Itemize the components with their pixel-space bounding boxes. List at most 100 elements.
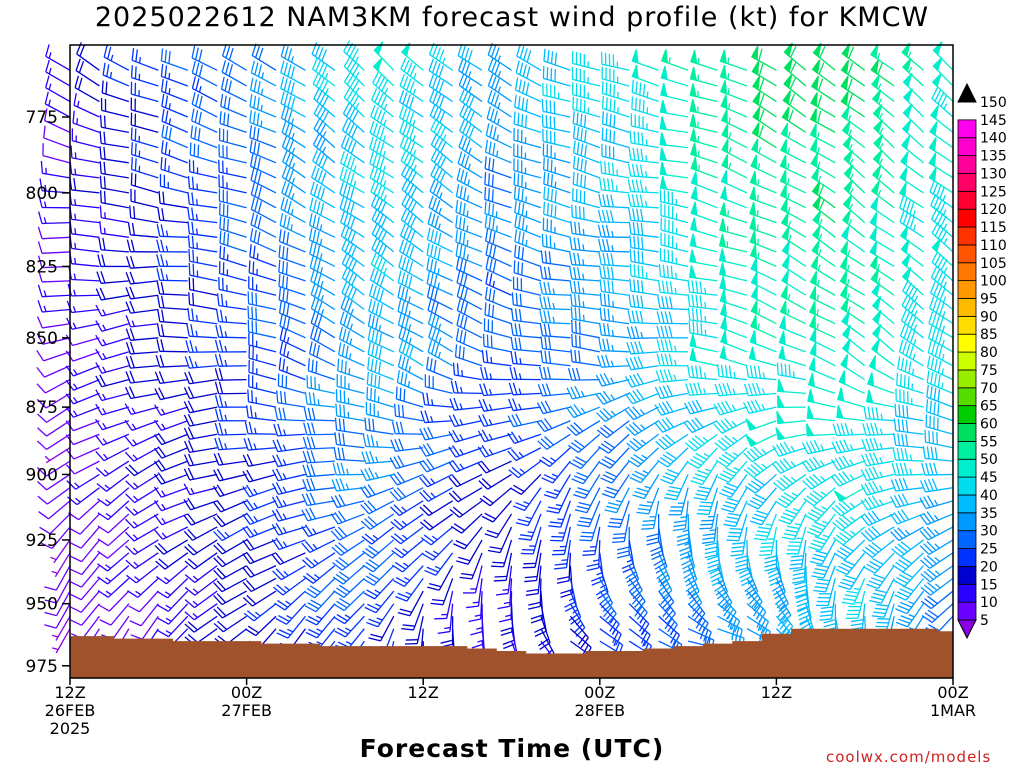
wind-barb — [125, 300, 159, 314]
y-tick-label: 800 — [26, 184, 58, 204]
colorbar-label: 135 — [980, 149, 1007, 165]
wind-barb — [366, 603, 395, 628]
wind-barb — [70, 603, 100, 626]
colorbar-label: 75 — [980, 363, 998, 379]
wind-barb — [369, 165, 395, 194]
wind-barb — [154, 539, 189, 555]
wind-barb — [810, 152, 836, 179]
wind-barb — [863, 552, 895, 574]
wind-barb — [687, 294, 718, 311]
wind-barb — [125, 539, 159, 556]
wind-barb — [833, 539, 866, 561]
colorbar-cell — [957, 155, 977, 174]
wind-barb — [452, 362, 483, 381]
wind-barb — [511, 292, 542, 311]
wind-barb — [572, 171, 601, 194]
wind-barb — [364, 590, 395, 614]
wind-barb — [570, 221, 600, 238]
wind-barb — [719, 218, 748, 238]
wind-barb — [689, 347, 718, 367]
wind-barb — [929, 121, 954, 149]
wind-barb — [783, 42, 807, 71]
wind-barb — [899, 195, 924, 224]
wind-barb — [871, 296, 895, 325]
wind-barb — [781, 240, 807, 267]
wind-barb — [891, 539, 924, 558]
wind-barb — [870, 180, 895, 209]
wind-barb — [65, 365, 100, 377]
wind-barb — [125, 473, 159, 490]
wind-barb — [513, 143, 542, 164]
wind-barb — [188, 277, 218, 296]
wind-barb — [247, 389, 277, 408]
wind-barb — [515, 60, 542, 87]
wind-barb — [514, 229, 542, 253]
wind-barb — [66, 473, 100, 490]
wind-barb — [395, 578, 424, 602]
wind-barb — [242, 577, 277, 592]
wind-barb — [870, 59, 895, 87]
wind-barb — [214, 381, 247, 395]
wind-barb — [430, 148, 454, 179]
wind-barb — [455, 328, 483, 353]
wind-barb — [274, 590, 306, 611]
wind-barb — [95, 447, 130, 462]
wind-barb — [597, 354, 630, 368]
colorbar-bottom-arrow — [957, 619, 977, 640]
wind-barb — [361, 450, 394, 465]
wind-barb — [249, 153, 277, 179]
wind-barb — [892, 447, 924, 462]
wind-barb — [419, 513, 454, 531]
colorbar-label: 15 — [980, 577, 998, 593]
wind-barb — [713, 400, 748, 416]
wind-barb — [751, 60, 777, 87]
wind-barb — [424, 552, 454, 576]
wind-barb — [873, 134, 895, 164]
wind-barb — [656, 447, 689, 468]
wind-barb — [449, 397, 483, 411]
wind-barb — [659, 116, 689, 134]
colorbar-cell — [957, 458, 977, 478]
wind-barb — [99, 221, 129, 238]
wind-barb — [491, 539, 513, 568]
wind-barb — [65, 379, 100, 391]
wind-barb — [339, 181, 365, 209]
wind-barb — [483, 318, 512, 339]
wind-barb — [366, 386, 394, 408]
wind-barb — [184, 590, 218, 609]
wind-barb — [628, 603, 650, 635]
wind-barb — [628, 294, 659, 311]
wind-barb — [99, 161, 129, 179]
wind-barb — [125, 341, 159, 355]
wind-barb — [36, 379, 71, 394]
wind-barb — [457, 151, 483, 179]
wind-barb — [271, 509, 306, 522]
wind-barb — [919, 539, 954, 556]
wind-barb — [777, 395, 806, 408]
wind-barb — [426, 284, 453, 311]
colorbar-cell — [957, 208, 977, 228]
wind-barb — [389, 471, 424, 486]
wind-barb — [191, 60, 218, 87]
wind-barb — [541, 114, 571, 134]
wind-barb — [44, 565, 71, 591]
wind-barb — [809, 328, 836, 353]
wind-barb — [524, 552, 542, 583]
wind-barb — [721, 123, 748, 149]
wind-barb — [518, 513, 542, 541]
wind-barb — [484, 286, 512, 311]
wind-barb — [871, 74, 895, 103]
wind-barb — [38, 500, 71, 520]
wind-barb — [926, 370, 954, 395]
wind-barb — [396, 370, 424, 395]
wind-barb — [543, 186, 571, 209]
x-tick-label: 26FEB — [45, 701, 96, 720]
source-credit[interactable]: coolwx.com/models — [826, 748, 992, 766]
wind-barb — [928, 152, 954, 179]
wind-barb — [926, 384, 954, 408]
wind-barb — [870, 44, 895, 71]
wind-barb — [596, 420, 630, 439]
wind-barb — [630, 113, 659, 134]
wind-barb — [220, 76, 247, 103]
colorbar-cell — [957, 476, 977, 496]
